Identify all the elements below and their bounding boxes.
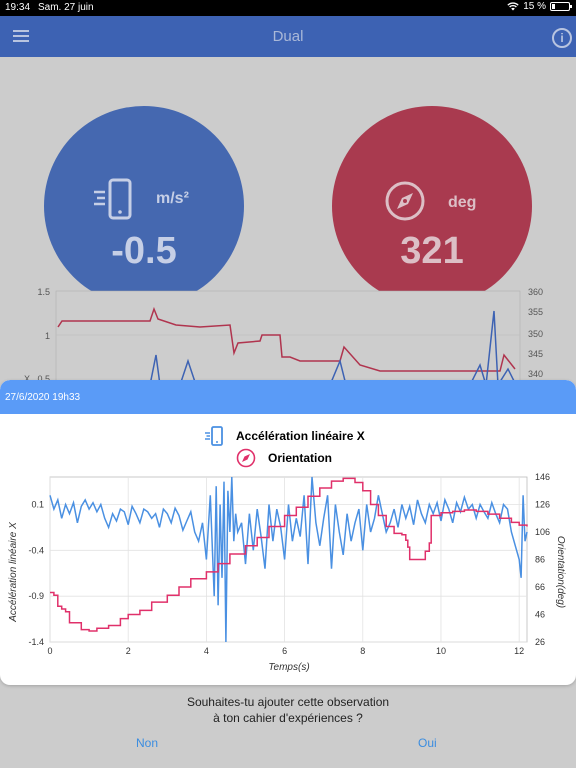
observation-timestamp: 27/6/2020 19h33 xyxy=(5,392,81,403)
observation-card: 27/6/2020 19h33 Accélération linéaire X … xyxy=(0,380,576,685)
x-tick-label: 8 xyxy=(360,646,365,656)
x-tick-label: 12 xyxy=(514,646,524,656)
status-time: 19:34 xyxy=(5,2,31,13)
legend-item-acceleration: Accélération linéaire X xyxy=(204,426,365,446)
y-tick-label: -0.4 xyxy=(28,545,44,555)
bg-axis-letter: X xyxy=(24,374,30,384)
y-tick-label: -0.9 xyxy=(28,591,44,601)
x-tick-label: 6 xyxy=(282,646,287,656)
phone-motion-icon xyxy=(94,178,132,220)
y2-tick-label: 66 xyxy=(535,582,545,592)
bg-right-tick: 340 xyxy=(528,369,543,379)
y-tick-label: 0.1 xyxy=(31,500,44,510)
x-axis-label: Temps(s) xyxy=(268,662,309,673)
plot-frame xyxy=(49,476,528,643)
legend-label-acceleration: Accélération linéaire X xyxy=(236,429,365,443)
status-bar: 19:34 Sam. 27 juin 15 % xyxy=(0,0,576,16)
orientation-unit: deg xyxy=(448,194,477,211)
orientation-value: 321 xyxy=(400,230,464,272)
question-line-2: à ton cahier d'expériences ? xyxy=(213,711,363,725)
bg-right-tick: 345 xyxy=(528,349,543,359)
y2-tick-label: 106 xyxy=(535,527,550,537)
bg-right-tick: 350 xyxy=(528,329,543,339)
x-tick-label: 4 xyxy=(204,646,209,656)
phone-motion-icon xyxy=(205,426,223,446)
observation-header: 27/6/2020 19h33 xyxy=(0,380,576,414)
wifi-icon xyxy=(507,2,519,11)
status-date: Sam. 27 juin xyxy=(38,2,94,13)
x-tick-label: 0 xyxy=(47,646,52,656)
orientation-series-line xyxy=(50,477,528,632)
y2-tick-label: 126 xyxy=(535,500,550,510)
legend-label-orientation: Orientation xyxy=(268,451,333,465)
bg-left-tick: 1.5 xyxy=(37,287,50,297)
battery-icon xyxy=(550,2,572,11)
bg-orientation-line xyxy=(57,306,516,372)
battery-percent: 15 % xyxy=(523,1,546,12)
y2-tick-label: 26 xyxy=(535,637,545,647)
bg-left-tick: 1 xyxy=(45,331,50,341)
bg-right-tick: 355 xyxy=(528,307,543,317)
x-tick-label: 2 xyxy=(126,646,131,656)
yes-button[interactable]: Oui xyxy=(418,736,437,750)
status-right: 15 % xyxy=(507,1,572,12)
bg-left-tick: 0.5 xyxy=(37,374,50,384)
question-line-1: Souhaites-tu ajouter cette observation xyxy=(186,695,390,709)
app-bar: Dual i xyxy=(0,16,576,57)
acceleration-gauge: m/s² -0.5 xyxy=(44,106,244,306)
orientation-gauge: deg 321 xyxy=(332,106,532,306)
compass-icon xyxy=(236,448,256,468)
app-title: Dual xyxy=(272,28,304,45)
legend-item-orientation: Orientation xyxy=(236,448,332,468)
acceleration-unit: m/s² xyxy=(156,190,189,207)
y2-tick-label: 46 xyxy=(535,610,545,620)
x-tick-label: 10 xyxy=(436,646,446,656)
acceleration-series-line xyxy=(49,476,528,643)
y-tick-label: -1.4 xyxy=(28,637,44,647)
background-live-chart: 1.5 1 0.5 X 360 355 350 345 340 xyxy=(24,287,543,385)
info-icon[interactable]: i xyxy=(552,28,572,48)
y-axis-label: Accélération linéaire X xyxy=(8,522,19,623)
y2-axis-label: Orientation(deg) xyxy=(555,536,566,608)
acceleration-value: -0.5 xyxy=(111,230,177,272)
no-button[interactable]: Non xyxy=(136,736,159,750)
y2-tick-label: 86 xyxy=(535,555,545,565)
add-observation-question: Souhaites-tu ajouter cette observation à… xyxy=(0,694,576,726)
y2-tick-label: 146 xyxy=(535,472,550,482)
bg-acceleration-line xyxy=(149,310,517,385)
bg-right-tick: 360 xyxy=(528,287,543,297)
compass-icon xyxy=(385,181,425,221)
menu-icon[interactable] xyxy=(13,30,29,42)
